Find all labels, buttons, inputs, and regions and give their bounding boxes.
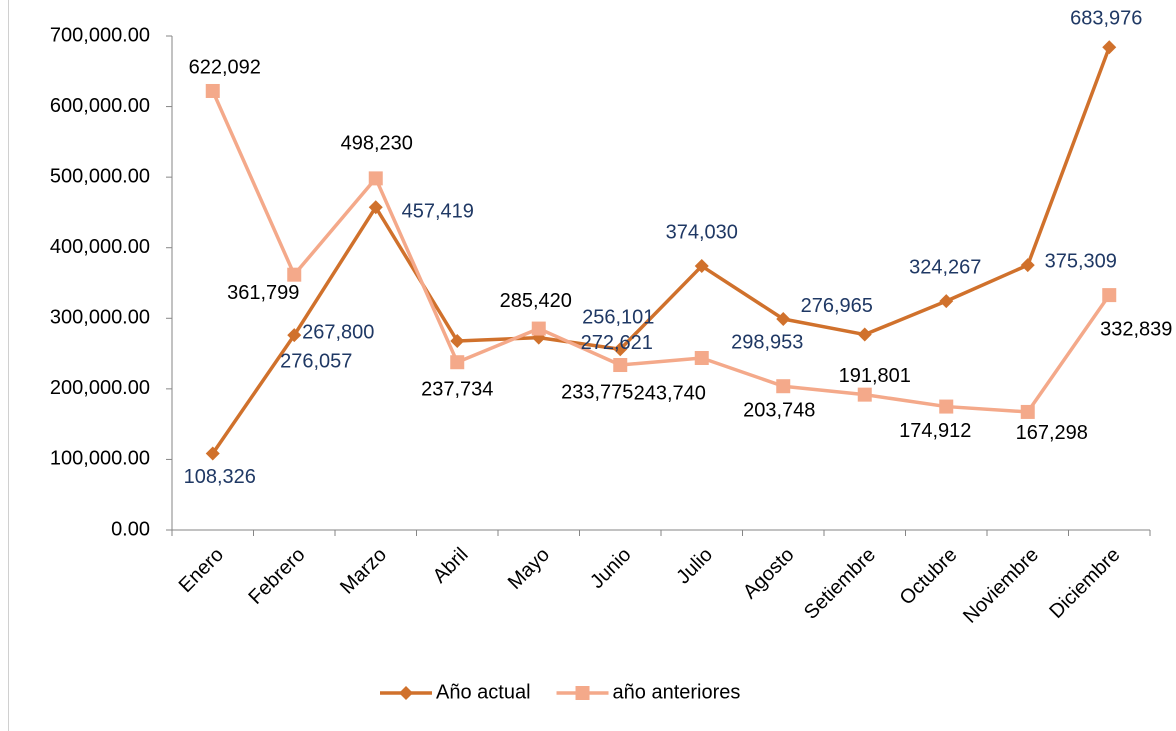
data-label: 374,030 xyxy=(666,221,738,243)
x-tick-label: Octubre xyxy=(896,544,962,610)
marker xyxy=(368,200,383,215)
data-label: 361,799 xyxy=(227,282,299,304)
marker xyxy=(857,387,872,402)
marker xyxy=(205,83,220,98)
data-label: 267,800 xyxy=(302,321,374,343)
y-tick-label: 400,000.00 xyxy=(50,236,150,258)
data-label: 498,230 xyxy=(341,133,413,155)
data-label: 203,748 xyxy=(743,399,815,421)
marker xyxy=(287,267,302,282)
data-label: 683,976 xyxy=(1070,8,1142,30)
marker xyxy=(399,686,413,700)
marker xyxy=(1020,258,1035,273)
x-tick-label: Abril xyxy=(429,544,473,588)
marker xyxy=(205,446,220,461)
x-tick-label: Julio xyxy=(672,544,717,589)
data-label: 272,621 xyxy=(581,332,653,354)
y-tick-label: 300,000.00 xyxy=(50,307,150,329)
y-tick-label: 200,000.00 xyxy=(50,377,150,399)
marker xyxy=(613,358,628,373)
x-tick-label: Junio xyxy=(586,544,635,593)
marker xyxy=(1102,288,1117,303)
y-tick-label: 700,000.00 xyxy=(50,24,150,46)
y-tick-label: 0.00 xyxy=(111,518,150,540)
marker xyxy=(1020,404,1035,419)
data-label: 167,298 xyxy=(1016,422,1088,444)
x-tick-label: Mayo xyxy=(504,544,554,594)
marker xyxy=(694,350,709,365)
marker xyxy=(694,259,709,274)
marker xyxy=(939,399,954,414)
series-line xyxy=(211,46,1111,455)
data-label: 375,309 xyxy=(1045,250,1117,272)
marker xyxy=(857,327,872,342)
data-label: 457,419 xyxy=(402,200,474,222)
marker xyxy=(450,334,465,349)
marker xyxy=(776,379,791,394)
marker xyxy=(613,342,628,357)
data-label: 285,420 xyxy=(500,290,572,312)
marker xyxy=(287,328,302,343)
x-tick-label: Marzo xyxy=(336,544,391,599)
x-tick-label: Noviembre xyxy=(959,544,1043,628)
x-tick-label: Agosto xyxy=(739,544,799,604)
x-tick-label: Febrero xyxy=(244,544,309,609)
y-tick-label: 100,000.00 xyxy=(50,448,150,470)
marker xyxy=(368,171,383,186)
x-tick-label: Enero xyxy=(175,544,228,597)
legend-label: Año actual xyxy=(436,681,531,703)
data-label: 108,326 xyxy=(184,466,256,488)
data-label: 622,092 xyxy=(189,56,261,78)
data-label: 276,057 xyxy=(280,350,352,372)
data-label: 332,839 xyxy=(1100,318,1172,340)
data-label: 237,734 xyxy=(421,379,493,401)
x-tick-label: Diciembre xyxy=(1045,544,1124,623)
legend-label: año anteriores xyxy=(613,681,741,703)
marker xyxy=(939,294,954,309)
data-label: 276,965 xyxy=(801,295,873,317)
y-tick-label: 500,000.00 xyxy=(50,165,150,187)
x-tick-label: Setiembre xyxy=(800,544,880,624)
data-label: 243,740 xyxy=(634,382,706,404)
data-label: 233,775 xyxy=(561,381,633,403)
data-label: 191,801 xyxy=(839,365,911,387)
y-tick-label: 600,000.00 xyxy=(50,95,150,117)
data-label: 298,953 xyxy=(731,331,803,353)
marker xyxy=(776,312,791,327)
data-label: 324,267 xyxy=(909,256,981,278)
series-line xyxy=(211,90,1111,414)
data-label: 256,101 xyxy=(582,307,654,329)
data-label: 174,912 xyxy=(899,420,971,442)
legend: Año actual año anteriores xyxy=(380,681,740,703)
marker xyxy=(1102,40,1117,55)
marker xyxy=(575,686,590,700)
marker xyxy=(450,355,465,370)
marker xyxy=(531,321,546,336)
